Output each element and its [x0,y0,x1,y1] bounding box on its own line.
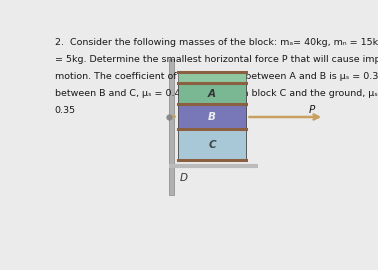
Bar [178,83,246,104]
Text: 0.35: 0.35 [54,106,76,115]
Text: C: C [208,140,216,150]
Text: motion. The coefficient of static friction between A and B is μₛ = 0.3,: motion. The coefficient of static fricti… [54,72,378,81]
Bar [178,129,246,160]
Text: D: D [180,173,187,183]
Text: 2.  Consider the following masses of the block: mₐ= 40kg, mₙ = 15kg and mᴄ: 2. Consider the following masses of the … [54,38,378,47]
Text: P: P [308,105,315,115]
Bar [178,72,246,83]
Text: between B and C, μₛ = 0.4, and between block C and the ground, μₛ =: between B and C, μₛ = 0.4, and between b… [54,89,378,98]
Text: A: A [208,89,216,99]
Bar [178,104,246,129]
Text: B: B [208,112,216,122]
Bar [169,59,174,195]
Text: = 5kg. Determine the smallest horizontal force P that will cause impending: = 5kg. Determine the smallest horizontal… [54,55,378,64]
